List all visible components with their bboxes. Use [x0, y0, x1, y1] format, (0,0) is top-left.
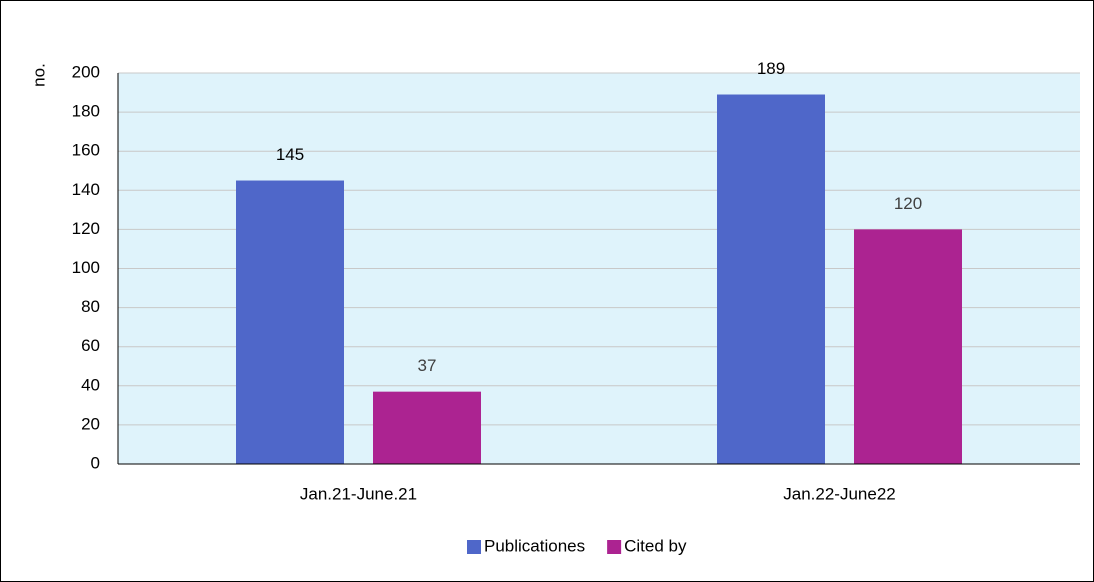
y-axis-label: no.: [29, 63, 48, 87]
x-tick-label: Jan.21-June.21: [300, 484, 417, 503]
data-label: 145: [276, 145, 304, 164]
y-tick-label: 100: [72, 258, 100, 277]
data-label: 37: [418, 356, 437, 375]
legend-label: Publicationes: [484, 536, 585, 555]
bar: [717, 94, 825, 464]
y-tick-label: 60: [81, 336, 100, 355]
x-tick-label: Jan.22-June22: [783, 484, 895, 503]
y-tick-label: 180: [72, 102, 100, 121]
y-tick-label: 80: [81, 297, 100, 316]
legend-label: Cited by: [624, 536, 687, 555]
y-tick-label: 120: [72, 219, 100, 238]
y-tick-label: 160: [72, 141, 100, 160]
bar: [236, 180, 344, 464]
y-tick-label: 0: [91, 453, 100, 472]
data-label: 189: [757, 59, 785, 78]
y-tick-label: 140: [72, 180, 100, 199]
data-label: 120: [894, 194, 922, 213]
bar: [854, 229, 962, 464]
legend-swatch: [607, 540, 622, 554]
y-tick-label: 200: [72, 62, 100, 81]
y-tick-label: 40: [81, 375, 100, 394]
y-tick-label: 20: [81, 414, 100, 433]
bar: [373, 391, 481, 464]
legend-swatch: [467, 540, 481, 554]
